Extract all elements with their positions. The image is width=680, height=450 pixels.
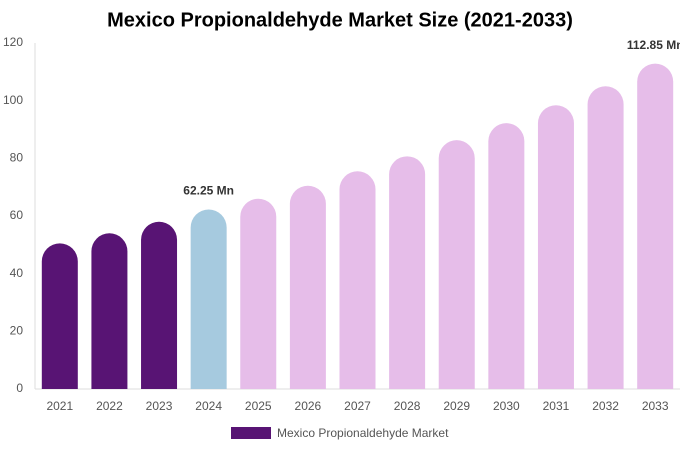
- bar: [488, 123, 525, 389]
- x-tick-label: 2030: [493, 399, 520, 413]
- x-tick-label: 2025: [245, 399, 272, 413]
- y-tick-label: 0: [16, 381, 23, 395]
- x-tick-label: 2033: [642, 399, 669, 413]
- y-tick-label: 120: [3, 35, 23, 49]
- bar: [637, 63, 674, 389]
- value-label: 62.25 Mn: [183, 184, 234, 198]
- y-tick-label: 40: [10, 266, 24, 280]
- x-tick-label: 2022: [96, 399, 123, 413]
- bar: [389, 156, 426, 389]
- y-tick-label: 80: [10, 151, 24, 165]
- x-tick-label: 2027: [344, 399, 371, 413]
- legend-swatch: [231, 427, 271, 439]
- bar: [339, 171, 376, 389]
- bar: [587, 86, 624, 389]
- x-tick-label: 2031: [543, 399, 570, 413]
- bar: [438, 140, 475, 389]
- bar: [190, 209, 227, 389]
- x-tick-label: 2021: [46, 399, 73, 413]
- x-tick-label: 2028: [394, 399, 421, 413]
- x-tick-label: 2032: [592, 399, 619, 413]
- bar: [141, 221, 178, 389]
- bar: [41, 243, 78, 389]
- chart-title: Mexico Propionaldehyde Market Size (2021…: [107, 9, 573, 31]
- x-tick-label: 2029: [443, 399, 470, 413]
- x-tick-label: 2024: [195, 399, 222, 413]
- bar: [240, 198, 277, 389]
- y-tick-label: 100: [3, 93, 23, 107]
- y-tick-label: 20: [10, 324, 24, 338]
- bar: [537, 105, 574, 389]
- x-tick-label: 2023: [146, 399, 173, 413]
- bar: [91, 233, 128, 389]
- x-tick-label: 2026: [295, 399, 322, 413]
- value-label: 112.85 Mn: [627, 38, 680, 52]
- y-tick-label: 60: [10, 208, 24, 222]
- bar: [289, 185, 326, 389]
- legend-label: Mexico Propionaldehyde Market: [277, 426, 449, 440]
